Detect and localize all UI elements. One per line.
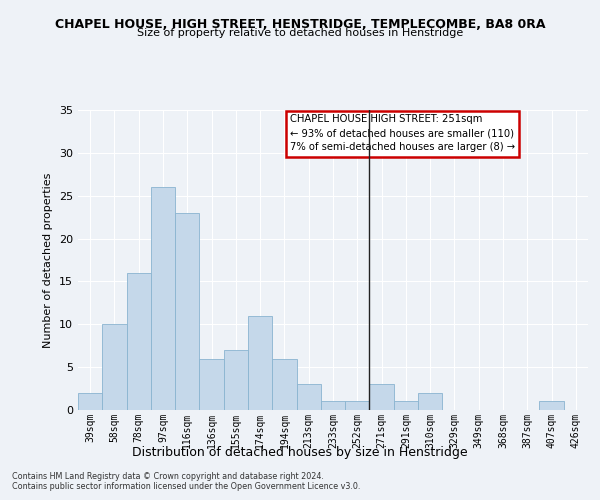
Text: Contains public sector information licensed under the Open Government Licence v3: Contains public sector information licen… (12, 482, 361, 491)
Bar (102, 324, 127, 410)
Text: CHAPEL HOUSE HIGH STREET: 251sqm
← 93% of detached houses are smaller (110)
7% o: CHAPEL HOUSE HIGH STREET: 251sqm ← 93% o… (290, 114, 515, 152)
Bar (199, 358, 224, 410)
Bar (127, 273, 151, 410)
Bar (394, 402, 418, 410)
Bar (296, 384, 321, 410)
Y-axis label: Number of detached properties: Number of detached properties (43, 172, 53, 348)
Bar (175, 213, 199, 410)
Bar (539, 402, 564, 410)
Bar (224, 350, 248, 410)
Bar (321, 402, 345, 410)
Text: Size of property relative to detached houses in Henstridge: Size of property relative to detached ho… (137, 28, 463, 38)
Bar (418, 393, 442, 410)
Bar (151, 187, 175, 410)
Bar (370, 384, 394, 410)
Text: Contains HM Land Registry data © Crown copyright and database right 2024.: Contains HM Land Registry data © Crown c… (12, 472, 324, 481)
Bar (272, 358, 296, 410)
Text: Distribution of detached houses by size in Henstridge: Distribution of detached houses by size … (132, 446, 468, 459)
Bar (345, 402, 370, 410)
Bar (78, 393, 102, 410)
Text: CHAPEL HOUSE, HIGH STREET, HENSTRIDGE, TEMPLECOMBE, BA8 0RA: CHAPEL HOUSE, HIGH STREET, HENSTRIDGE, T… (55, 18, 545, 30)
Bar (248, 316, 272, 410)
